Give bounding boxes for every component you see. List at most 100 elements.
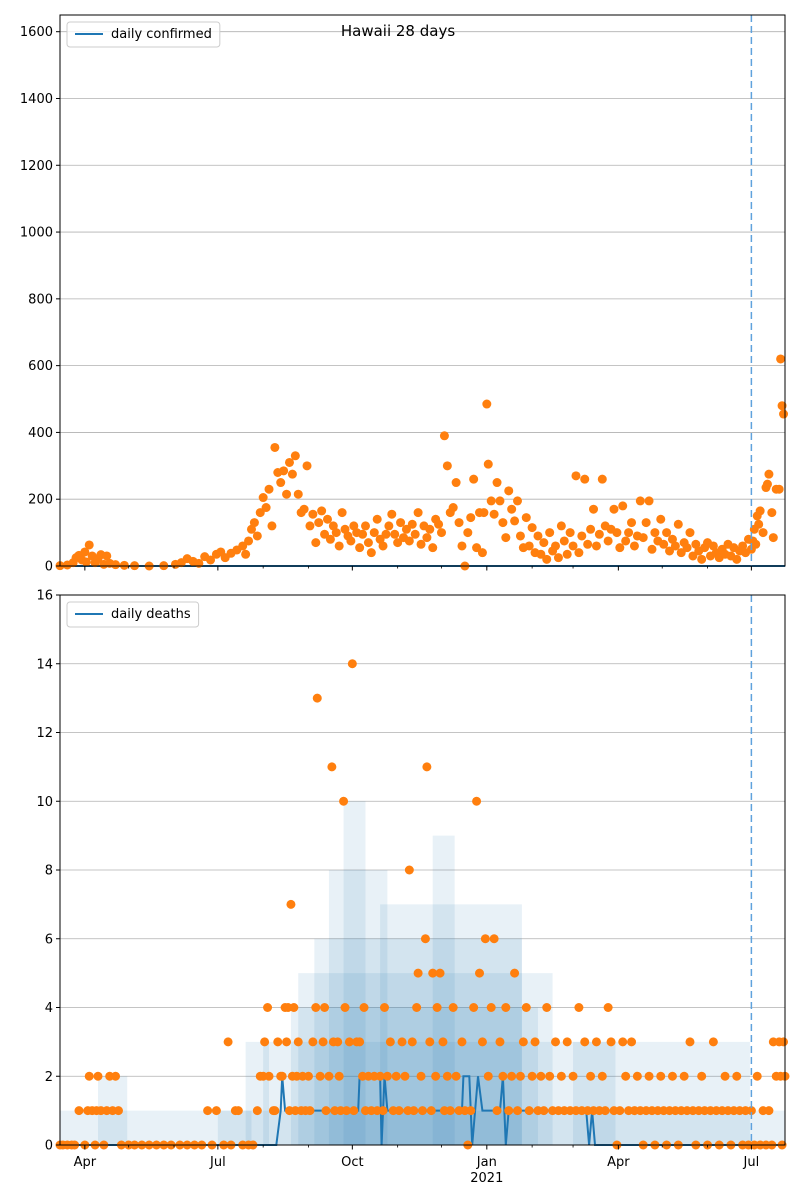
data-point: [665, 546, 675, 556]
data-point: [448, 503, 458, 513]
data-point: [422, 762, 432, 772]
data-point: [603, 1003, 613, 1012]
y-tick-label: 14: [36, 657, 53, 672]
data-point: [768, 533, 778, 543]
data-point: [366, 548, 376, 558]
data-point: [779, 409, 789, 419]
data-point: [334, 541, 344, 551]
data-point: [264, 484, 274, 494]
legend-label: daily deaths: [111, 607, 191, 622]
data-point: [498, 518, 508, 528]
data-point: [621, 1071, 631, 1081]
data-point: [260, 1037, 270, 1047]
legend-label: daily confirmed: [111, 27, 212, 42]
data-point: [507, 1071, 517, 1081]
data-point: [384, 521, 394, 531]
data-point: [638, 533, 648, 543]
data-point: [261, 503, 271, 513]
data-point: [238, 541, 248, 551]
data-point: [501, 1003, 511, 1012]
data-point: [524, 541, 534, 551]
data-point: [495, 496, 505, 506]
data-point: [344, 1037, 354, 1047]
data-point: [358, 529, 368, 539]
data-point: [515, 531, 525, 541]
data-point: [629, 541, 639, 551]
data-point: [293, 1037, 303, 1047]
data-point: [299, 504, 309, 514]
data-point: [339, 796, 349, 806]
data-point: [650, 528, 660, 538]
deaths-ticks: 0 2 4 6 8 10 12 14 16: [36, 589, 752, 1154]
data-point: [223, 1037, 233, 1047]
data-point: [618, 1037, 628, 1047]
data-point: [542, 554, 552, 564]
data-point: [583, 539, 593, 549]
data-point: [355, 543, 365, 553]
data-point: [676, 548, 686, 558]
data-point: [394, 1106, 404, 1116]
data-point: [203, 1106, 213, 1116]
data-point: [303, 1071, 313, 1081]
data-point: [255, 508, 265, 518]
data-point: [102, 551, 112, 561]
data-point: [416, 1071, 426, 1081]
uncertainty-band: [432, 835, 455, 1145]
data-point: [577, 531, 587, 541]
data-point: [489, 509, 499, 519]
data-point: [327, 762, 337, 772]
data-point: [515, 1071, 525, 1081]
data-point: [413, 968, 423, 978]
data-point: [762, 479, 772, 489]
data-point: [273, 1037, 283, 1047]
data-point: [341, 1106, 351, 1116]
data-point: [308, 1037, 318, 1047]
data-point: [442, 1071, 452, 1081]
data-point: [448, 1003, 458, 1012]
data-point: [451, 478, 461, 488]
data-point: [475, 968, 485, 978]
data-point: [302, 461, 312, 471]
uncertainty-band: [245, 1041, 270, 1145]
data-point: [74, 1106, 84, 1116]
uncertainty-band: [60, 1110, 252, 1145]
data-point: [776, 354, 786, 364]
data-point: [469, 474, 479, 484]
data-point: [556, 1071, 566, 1081]
data-point: [404, 536, 414, 546]
data-point: [732, 554, 742, 564]
data-point: [409, 1106, 419, 1116]
data-point: [346, 536, 356, 546]
data-point: [359, 1003, 369, 1012]
data-point: [325, 534, 335, 544]
data-point: [393, 538, 403, 548]
data-point: [659, 539, 669, 549]
data-point: [697, 554, 707, 564]
data-point: [571, 471, 581, 481]
data-point: [539, 538, 549, 548]
data-point: [751, 539, 761, 549]
y-tick-label: 1400: [20, 92, 53, 107]
data-point: [559, 536, 569, 546]
data-point: [252, 1106, 262, 1116]
data-point: [656, 514, 666, 524]
data-point: [615, 543, 625, 553]
data-point: [420, 934, 430, 944]
data-point: [457, 1037, 467, 1047]
data-point: [697, 1071, 707, 1081]
data-point: [324, 1071, 334, 1081]
x-tick-label: Jan: [476, 1155, 497, 1170]
deaths-chart: 0 2 4 6 8 10 12 14 16 Apr Jul Oct Jan Apr Jul 2021 da…: [36, 589, 790, 1186]
y-tick-label: 2: [45, 1070, 53, 1085]
data-point: [501, 533, 511, 543]
data-point: [385, 1037, 395, 1047]
data-point: [495, 1037, 505, 1047]
data-point: [426, 1106, 436, 1116]
data-point: [551, 541, 561, 551]
data-point: [396, 518, 406, 528]
data-point: [434, 519, 444, 529]
data-point: [542, 1003, 552, 1012]
confirmed-chart: 0 200 400 600 800 1000 1200 1400 1600 Hawaii 28 …: [20, 14, 789, 575]
y-tick-label: 8: [45, 864, 53, 879]
